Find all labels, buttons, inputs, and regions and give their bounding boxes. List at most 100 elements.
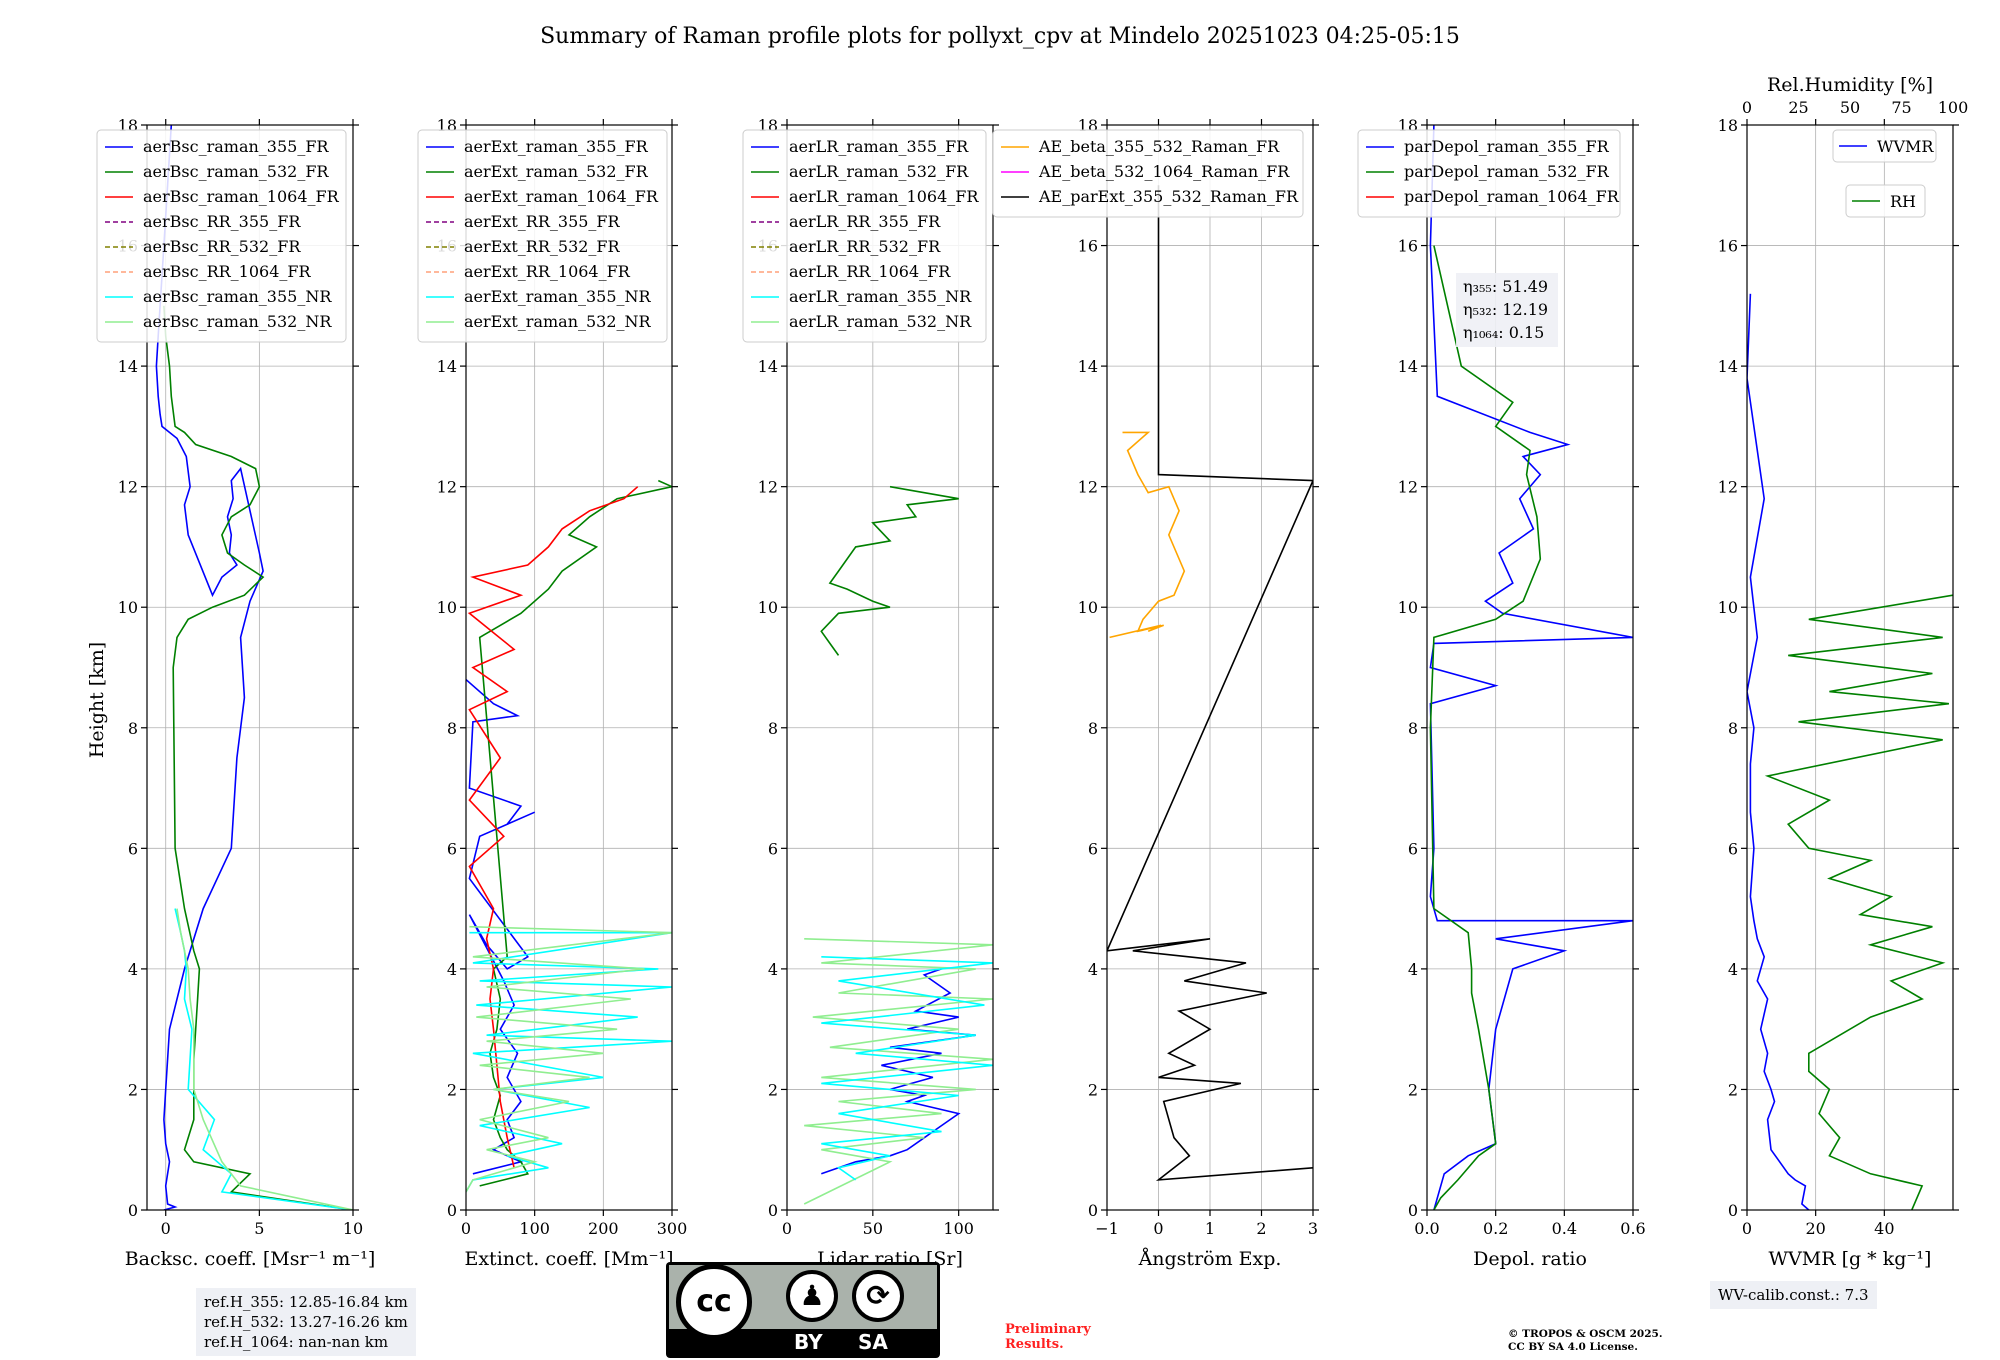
x-tick-label: 20 <box>1805 1219 1825 1238</box>
copyright-note: © TROPOS & OSCM 2025. CC BY SA 4.0 Licen… <box>1508 1328 1663 1354</box>
wv-calib-text: WV-calib.const.: 7.3 <box>1718 1286 1869 1304</box>
ref-height-355: ref.H_355: 12.85-16.84 km <box>204 1293 408 1311</box>
x-tick-label: 0.6 <box>1620 1219 1645 1238</box>
y-tick-label: 8 <box>447 719 457 738</box>
legend-label: WVMR <box>1877 137 1934 156</box>
y-tick-label: 2 <box>1728 1080 1738 1099</box>
y-tick-label: 10 <box>437 598 457 617</box>
x-tick-label: 50 <box>863 1219 883 1238</box>
x-tick-label: 0 <box>461 1219 471 1238</box>
panel-backscatter: 0246810121416180510Backsc. coeff. [Msr⁻¹… <box>96 116 375 1270</box>
legend-label: AE_beta_355_532_Raman_FR <box>1038 137 1280 156</box>
cc-sa-label: SA <box>858 1330 888 1354</box>
wv-calib-note: WV-calib.const.: 7.3 <box>1710 1281 1877 1309</box>
series-group <box>1429 125 1633 1210</box>
y-tick-label: 16 <box>1398 237 1418 256</box>
axes-frame <box>146 124 354 1211</box>
preliminary-line-1: Preliminary <box>1005 1322 1091 1337</box>
legend-label: aerLR_RR_355_FR <box>789 212 941 231</box>
legend-label: aerBsc_raman_355_FR <box>143 137 329 156</box>
y-tick-label: 0 <box>1088 1201 1098 1220</box>
y-tick-label: 10 <box>1718 598 1738 617</box>
y-tick-label: 6 <box>128 839 138 858</box>
y-tick-label: 6 <box>1728 839 1738 858</box>
legend-label: aerExt_raman_355_NR <box>464 287 652 306</box>
series-line-parDepol_raman_532_FR <box>1429 245 1542 1210</box>
x-tick-label: 0 <box>1153 1219 1163 1238</box>
series-line-aerLR_raman_355_NR <box>821 956 993 1181</box>
x-axis-label: WVMR [g * kg⁻¹] <box>1769 1248 1932 1270</box>
y-tick-label: 14 <box>1078 357 1098 376</box>
series-group <box>1747 293 1953 1210</box>
top-x-tick-label: 0 <box>1742 98 1752 117</box>
y-tick-label: 12 <box>1078 478 1098 497</box>
series-group <box>466 479 672 1193</box>
cc-by-label: BY <box>794 1330 823 1354</box>
preliminary-results-note: Preliminary Results. <box>1005 1322 1091 1352</box>
y-tick-label: 8 <box>1408 719 1418 738</box>
legend-backscatter: aerBsc_raman_355_FR aerBsc_raman_532_FRae… <box>96 129 347 343</box>
x-axis-label: Extinct. coeff. [Mm⁻¹] <box>464 1248 673 1270</box>
series-line-aerExt_raman_1064_FR <box>467 486 639 1168</box>
x-tick-label: 2 <box>1256 1219 1266 1238</box>
legend-box <box>992 129 1304 218</box>
panel-lidar_ratio: 024681012141618050100Lidar ratio [Sr]aer… <box>742 116 999 1270</box>
legend-label: aerLR_raman_532_FR <box>789 162 969 181</box>
series-group <box>1107 185 1313 1181</box>
y-tick-label: 6 <box>1088 839 1098 858</box>
y-tick-label: 10 <box>118 598 138 617</box>
legend-label: AE_beta_532_1064_Raman_FR <box>1038 162 1290 181</box>
series-line-aerExt_raman_532_NR <box>466 925 672 1193</box>
x-tick-label: 5 <box>254 1219 264 1238</box>
legend-label: aerExt_raman_1064_FR <box>464 187 659 206</box>
eta-label: η₅₃₂: 12.19 <box>1463 300 1548 319</box>
y-tick-label: 12 <box>118 478 138 497</box>
legend-label: aerLR_RR_1064_FR <box>789 262 951 281</box>
y-tick-label: 12 <box>1718 478 1738 497</box>
cc-logo-icon: cc <box>676 1264 752 1340</box>
legend-label: parDepol_raman_1064_FR <box>1404 187 1620 206</box>
legend-label: aerExt_raman_532_FR <box>464 162 649 181</box>
legend-box <box>417 129 668 343</box>
x-tick-label: 0 <box>161 1219 171 1238</box>
y-tick-label: 10 <box>758 598 778 617</box>
cc-license-badge: cc ♟ ⟳ BY SA <box>666 1262 940 1358</box>
x-tick-label: 200 <box>588 1219 619 1238</box>
y-tick-label: 10 <box>1078 598 1098 617</box>
x-tick-label: 0.4 <box>1552 1219 1577 1238</box>
series-line-aerLR_raman_532_NR <box>803 938 993 1205</box>
attribution-person-icon: ♟ <box>786 1270 838 1322</box>
y-tick-label: 4 <box>128 960 138 979</box>
y-tick-label: 16 <box>1718 237 1738 256</box>
ref-height-1064: ref.H_1064: nan-nan km <box>204 1333 389 1351</box>
legend-label: aerExt_raman_355_FR <box>464 137 649 156</box>
top-x-tick-label: 25 <box>1788 98 1808 117</box>
legend-box <box>1832 129 1937 163</box>
legend-label: aerBsc_raman_1064_FR <box>143 187 340 206</box>
y-tick-label: 12 <box>1398 478 1418 497</box>
copyright-line-1: © TROPOS & OSCM 2025. <box>1508 1328 1663 1340</box>
legend-label: aerExt_RR_532_FR <box>464 237 621 256</box>
x-tick-label: 0.2 <box>1483 1219 1508 1238</box>
y-tick-label: 2 <box>128 1080 138 1099</box>
y-tick-label: 6 <box>1408 839 1418 858</box>
legend-label: aerLR_raman_532_NR <box>789 312 972 331</box>
series-line-aerBsc_raman_355_FR <box>155 125 264 1210</box>
legend-label: AE_parExt_355_532_Raman_FR <box>1038 187 1299 206</box>
x-tick-label: 40 <box>1874 1219 1894 1238</box>
x-tick-label: 10 <box>343 1219 363 1238</box>
x-tick-label: 3 <box>1308 1219 1318 1238</box>
eta-label: η₃₅₅: 51.49 <box>1463 277 1548 296</box>
series-line-parDepol_raman_355_FR <box>1429 125 1633 1210</box>
legend-label: aerBsc_raman_355_NR <box>143 287 332 306</box>
top-x-axis-label: Rel.Humidity [%] <box>1767 74 1933 96</box>
y-tick-label: 4 <box>447 960 457 979</box>
series-line-AE_beta_355_532_Raman_FR <box>1109 431 1186 639</box>
axes-frame <box>786 124 994 1211</box>
y-tick-label: 4 <box>1728 960 1738 979</box>
y-tick-label: 14 <box>1718 357 1738 376</box>
y-tick-label: 4 <box>768 960 778 979</box>
y-tick-label: 0 <box>128 1201 138 1220</box>
top-x-tick-label: 100 <box>1938 98 1969 117</box>
legend-label: aerLR_raman_1064_FR <box>789 187 979 206</box>
